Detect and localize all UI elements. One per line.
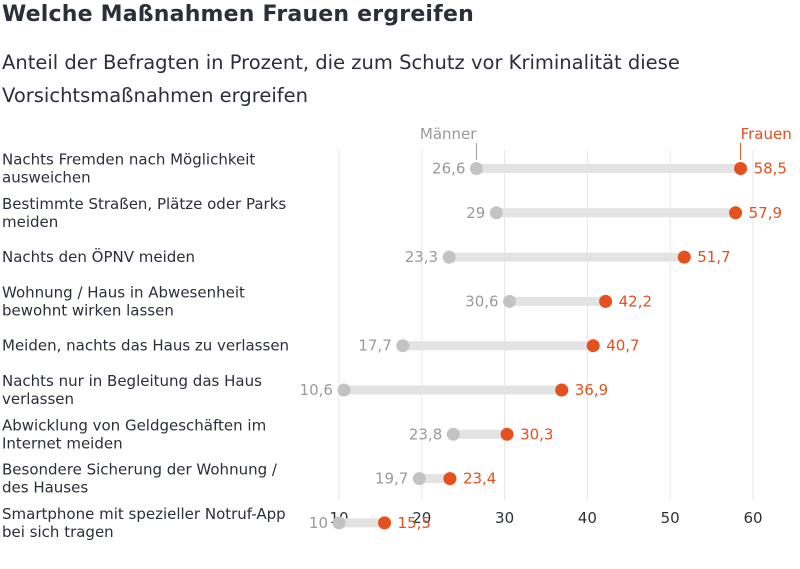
row: Nachts Fremden nach Möglichkeit ausweiche… bbox=[2, 151, 787, 187]
maenner-value-label: 10,6 bbox=[300, 381, 333, 399]
x-tick-label: 20 bbox=[412, 509, 431, 527]
row-label-line: bewohnt wirken lassen bbox=[2, 301, 174, 319]
maenner-dot bbox=[489, 206, 503, 220]
maenner-dot bbox=[412, 472, 426, 486]
frauen-dot bbox=[555, 383, 569, 397]
maenner-dot bbox=[503, 294, 517, 308]
frauen-value-label: 36,9 bbox=[575, 381, 608, 399]
frauen-value-label: 42,2 bbox=[619, 292, 652, 310]
maenner-value-label: 30,6 bbox=[465, 292, 498, 310]
maenner-value-label: 17,7 bbox=[358, 337, 391, 355]
maenner-value-label: 10 bbox=[309, 514, 328, 532]
row-label-line: Nachts den ÖPNV meiden bbox=[2, 247, 195, 266]
frauen-value-label: 15,5 bbox=[398, 514, 431, 532]
maenner-value-label: 29 bbox=[466, 204, 485, 222]
maenner-dot bbox=[337, 383, 351, 397]
legend: Männer Frauen bbox=[420, 125, 792, 160]
x-tick-label: 50 bbox=[661, 509, 680, 527]
maenner-value-label: 19,7 bbox=[375, 470, 408, 488]
legend-frauen: Frauen bbox=[741, 125, 792, 143]
frauen-value-label: 57,9 bbox=[749, 204, 782, 222]
row-label: Nachts Fremden nach Möglichkeit ausweiche… bbox=[2, 151, 255, 187]
maenner-dot bbox=[332, 516, 346, 530]
frauen-dot bbox=[734, 162, 748, 175]
maenner-dot bbox=[446, 427, 460, 441]
frauen-dot bbox=[378, 516, 392, 530]
row: Besondere Sicherung der Wohnung / des Hau… bbox=[2, 461, 496, 497]
frauen-value-label: 23,4 bbox=[463, 470, 496, 488]
legend-maenner: Männer bbox=[420, 125, 477, 143]
row: Nachts den ÖPNV meiden 23,3 51,7 bbox=[2, 247, 731, 266]
frauen-value-label: 30,3 bbox=[520, 425, 553, 443]
row: Nachts nur in Begleitung das Haus verlass… bbox=[2, 372, 608, 408]
frauen-value-label: 58,5 bbox=[754, 160, 787, 178]
gridlines bbox=[338, 150, 754, 500]
x-axis-ticks: 102030405060 bbox=[329, 509, 762, 527]
row-label-line: Smartphone mit spezieller Notruf-App bbox=[2, 505, 286, 523]
row-label-line: Meiden, nachts das Haus zu verlassen bbox=[2, 337, 289, 355]
row-label-line: Nachts Fremden nach Möglichkeit bbox=[2, 151, 255, 169]
maenner-value-label: 23,3 bbox=[405, 248, 438, 266]
row: Meiden, nachts das Haus zu verlassen 17,7… bbox=[2, 337, 640, 355]
row-label-line: ausweichen bbox=[2, 169, 91, 187]
frauen-dot bbox=[500, 427, 514, 441]
chart-subtitle: Anteil der Befragten in Prozent, die zum… bbox=[2, 51, 680, 107]
row-label: Meiden, nachts das Haus zu verlassen bbox=[2, 337, 289, 355]
row-label: Besondere Sicherung der Wohnung / des Hau… bbox=[2, 461, 278, 497]
rows: Nachts Fremden nach Möglichkeit ausweiche… bbox=[2, 151, 787, 541]
row-label: Abwicklung von Geldgeschäften im Internet… bbox=[2, 416, 266, 452]
row-label-line: des Hauses bbox=[2, 479, 88, 497]
row-label: Nachts den ÖPNV meiden bbox=[2, 247, 195, 266]
maenner-dot bbox=[469, 162, 483, 175]
x-tick-label: 30 bbox=[495, 509, 514, 527]
maenner-dot bbox=[442, 250, 456, 264]
row-label: Smartphone mit spezieller Notruf-App bei … bbox=[2, 505, 286, 541]
row-label-line: Besondere Sicherung der Wohnung / bbox=[2, 461, 278, 479]
row-label-line: meiden bbox=[2, 213, 58, 231]
row: Smartphone mit spezieller Notruf-App bei … bbox=[2, 505, 431, 541]
row-label-line: Bestimmte Straßen, Plätze oder Parks bbox=[2, 195, 286, 213]
frauen-value-label: 51,7 bbox=[697, 248, 730, 266]
row-label-line: Abwicklung von Geldgeschäften im bbox=[2, 416, 266, 434]
row-label: Wohnung / Haus in Abwesenheit bewohnt wir… bbox=[2, 283, 245, 319]
maenner-value-label: 26,6 bbox=[432, 160, 465, 178]
x-tick-label: 60 bbox=[743, 509, 762, 527]
frauen-value-label: 40,7 bbox=[606, 337, 639, 355]
x-tick-label: 40 bbox=[578, 509, 597, 527]
row: Abwicklung von Geldgeschäften im Internet… bbox=[2, 416, 553, 452]
row-label-line: Wohnung / Haus in Abwesenheit bbox=[2, 283, 245, 301]
frauen-dot bbox=[586, 339, 600, 353]
row-label-line: Internet meiden bbox=[2, 434, 123, 452]
row-label: Bestimmte Straßen, Plätze oder Parks meid… bbox=[2, 195, 286, 231]
maenner-value-label: 23,8 bbox=[409, 425, 442, 443]
row-label-line: bei sich tragen bbox=[2, 523, 114, 541]
frauen-dot bbox=[599, 294, 613, 308]
chart-title: Welche Maßnahmen Frauen ergreifen bbox=[2, 2, 474, 27]
row-label-line: verlassen bbox=[2, 390, 74, 408]
row: Wohnung / Haus in Abwesenheit bewohnt wir… bbox=[2, 283, 652, 319]
frauen-dot bbox=[443, 472, 457, 486]
row-label: Nachts nur in Begleitung das Haus verlass… bbox=[2, 372, 262, 408]
frauen-dot bbox=[677, 250, 691, 264]
frauen-dot bbox=[729, 206, 743, 220]
row-label-line: Nachts nur in Begleitung das Haus bbox=[2, 372, 262, 390]
row: Bestimmte Straßen, Plätze oder Parks meid… bbox=[2, 195, 782, 231]
maenner-dot bbox=[396, 339, 410, 353]
